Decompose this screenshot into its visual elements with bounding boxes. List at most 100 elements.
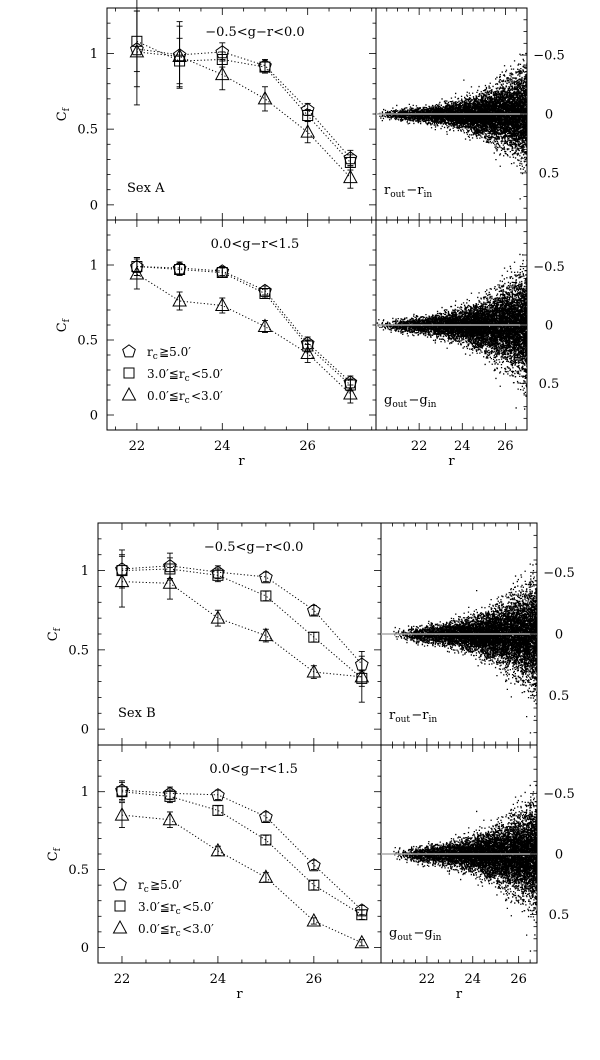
y-tick-label: 0.5 xyxy=(77,334,98,349)
series-line xyxy=(136,273,351,395)
data-point-triangle xyxy=(214,297,230,311)
y-axis-label-group: Cf xyxy=(46,847,63,862)
data-point-pentagon xyxy=(259,570,273,584)
data-point-triangle xyxy=(129,43,145,58)
color-range-label: 0.0<g−r<1.5 xyxy=(209,762,298,777)
data-point-square xyxy=(260,590,272,602)
scatter-points xyxy=(393,563,537,734)
data-point-triangle xyxy=(343,169,358,184)
data-point-square xyxy=(308,631,320,643)
data-point-triangle xyxy=(257,90,273,105)
series-triangle xyxy=(129,0,358,189)
data-point-pentagon xyxy=(211,788,225,802)
data-point-triangle xyxy=(210,842,226,857)
scatter-panel-7: −0.5 0 0.5 22 24 26 r gout −gin xyxy=(380,744,575,1002)
completeness-panel-0: 0 0.5 1 Cf −0.5<g−r<0.0 Sex A xyxy=(55,0,377,221)
y-tick-label: 1 xyxy=(90,47,98,62)
residual-label: rout −rin xyxy=(384,183,433,200)
data-point-triangle xyxy=(258,869,274,883)
data-point-triangle xyxy=(210,610,226,624)
data-point-square xyxy=(302,110,314,122)
residual-label: rout −rin xyxy=(389,708,438,725)
x-tick-label: 26 xyxy=(299,439,316,454)
legend-label: 3.0′≦rc <5.0′ xyxy=(147,367,223,384)
data-point-square xyxy=(260,834,272,846)
series-line xyxy=(121,568,363,679)
data-point-square xyxy=(212,804,224,816)
data-point-triangle xyxy=(162,811,178,826)
scatter-dots xyxy=(393,784,537,952)
data-point-pentagon xyxy=(306,858,321,872)
legend: rc ≧5.0′ 3.0′≦rc <5.0′ 0.0′≦rc <3.0′ xyxy=(121,344,223,406)
x-axis-label: r xyxy=(448,454,455,469)
legend-label: rc ≧5.0′ xyxy=(138,878,182,895)
data-point-triangle xyxy=(300,345,316,359)
series-line xyxy=(121,814,363,944)
y-tick-label: 0 xyxy=(81,941,89,956)
y-tick-label: 1 xyxy=(81,785,89,800)
completeness-panel-2: 0 0.5 1 22 24 26 r Cf 0.0<g−r<1.5 rc ≧5.0′ 3.0′≦r… xyxy=(55,219,377,469)
scatter-points xyxy=(378,52,527,200)
data-point-triangle xyxy=(354,934,370,949)
x-tick-label: 24 xyxy=(210,972,227,987)
residual-label: gout −gin xyxy=(389,926,443,943)
data-point-pentagon xyxy=(306,603,321,617)
y-axis-label: Cf xyxy=(55,318,72,333)
label-background xyxy=(381,178,465,202)
series-triangle xyxy=(114,555,370,703)
data-point-triangle xyxy=(114,573,130,588)
scatter-panel-3: −0.5 0 0.5 22 24 26 r gout −gin xyxy=(375,219,565,469)
data-point-square xyxy=(174,264,186,275)
color-range-label: 0.0<g−r<1.5 xyxy=(211,237,300,252)
data-point-triangle xyxy=(172,292,187,307)
y-tick-label: 0 xyxy=(545,108,553,123)
figure-layer: 0 0.5 1 Cf −0.5<g−r<0.0 Sex A −0.5 0 0.5 rout −r… xyxy=(46,0,575,1002)
y-tick-label: 0.5 xyxy=(539,377,560,392)
data-point-triangle xyxy=(129,265,145,280)
data-point-triangle xyxy=(162,575,178,589)
y-axis-label: Cf xyxy=(46,847,63,862)
x-tick-label: 22 xyxy=(419,972,436,987)
data-point-square xyxy=(164,790,176,802)
series-line xyxy=(136,40,351,163)
x-tick-label: 26 xyxy=(497,439,514,454)
data-point-triangle xyxy=(343,385,358,400)
y-tick-label: −0.5 xyxy=(543,787,575,802)
data-point-triangle xyxy=(354,668,370,683)
label-background xyxy=(386,703,470,727)
color-range-label: −0.5<g−r<0.0 xyxy=(204,540,303,555)
data-point-square xyxy=(212,569,224,581)
scatter-dots xyxy=(376,253,527,410)
galaxy-label: Sex A xyxy=(127,181,165,196)
data-point-square xyxy=(259,288,271,299)
y-tick-label: 0 xyxy=(555,628,563,643)
x-tick-label: 26 xyxy=(306,972,323,987)
data-point-square xyxy=(116,786,128,798)
legend-marker-square xyxy=(123,367,135,379)
series-triangle xyxy=(114,802,370,949)
y-tick-label: 1 xyxy=(90,259,98,274)
scatter-dots xyxy=(393,563,537,734)
y-tick-label: −0.5 xyxy=(533,49,565,64)
label-background xyxy=(381,388,465,412)
y-axis-label-group: Cf xyxy=(55,318,72,333)
data-point-triangle xyxy=(306,664,322,678)
data-point-triangle xyxy=(214,66,230,81)
x-tick-label: 24 xyxy=(214,439,231,454)
x-axis-label: r xyxy=(236,987,243,1002)
data-point-square xyxy=(259,61,271,73)
y-tick-label: 0.5 xyxy=(549,689,570,704)
y-tick-label: −0.5 xyxy=(543,566,575,581)
y-tick-label: 0 xyxy=(545,319,553,334)
y-axis-label-group: Cf xyxy=(55,107,72,122)
y-axis-label: Cf xyxy=(55,107,72,122)
y-tick-label: 0.5 xyxy=(539,166,560,181)
x-tick-label: 26 xyxy=(510,972,527,987)
label-background xyxy=(386,921,470,945)
legend-marker-pentagon xyxy=(113,877,127,891)
legend-marker-pentagon xyxy=(122,344,136,358)
y-tick-label: 0 xyxy=(90,409,98,424)
legend: rc ≧5.0′ 3.0′≦rc <5.0′ 0.0′≦rc <3.0′ xyxy=(112,877,214,939)
